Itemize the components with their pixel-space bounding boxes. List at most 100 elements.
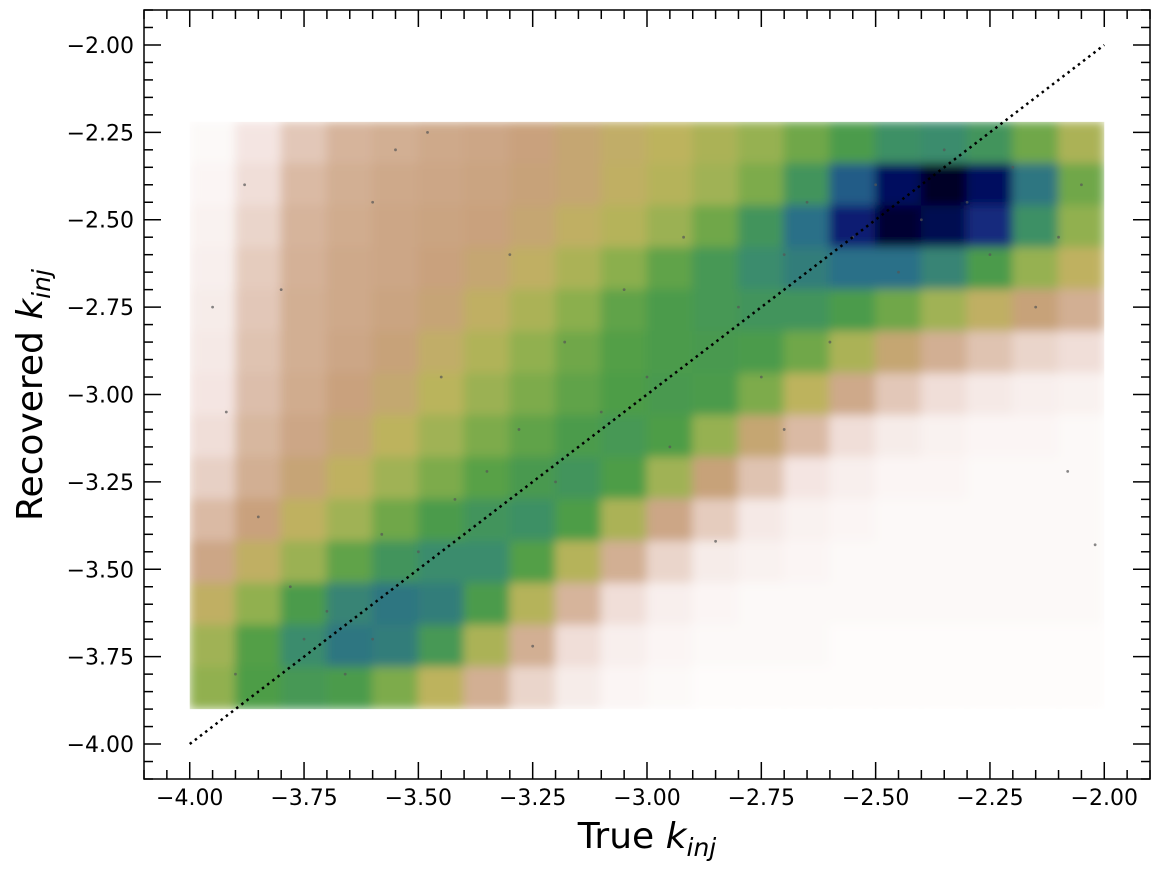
heatmap-cell <box>783 582 831 626</box>
heatmap-cell <box>463 456 511 500</box>
heatmap-cell <box>966 163 1014 207</box>
heatmap-cell <box>1058 624 1105 668</box>
heatmap-cell <box>463 666 511 710</box>
scatter-point <box>394 148 397 152</box>
heatmap-cell <box>280 373 328 416</box>
heatmap-cell <box>555 414 602 458</box>
heatmap-cell <box>1012 540 1060 584</box>
heatmap-cell <box>234 121 282 165</box>
heatmap-cell <box>326 666 374 710</box>
heatmap-cell <box>189 121 236 165</box>
scatter-point <box>563 340 567 344</box>
heatmap-cell <box>372 205 419 249</box>
heatmap-cell <box>600 456 648 500</box>
y-label-symbol: k <box>10 297 51 320</box>
heatmap-cell <box>600 624 648 668</box>
x-tick-label: −2.75 <box>728 786 795 811</box>
heatmap-cell <box>920 456 968 500</box>
heatmap-cell <box>737 666 785 710</box>
heatmap-cell <box>966 373 1014 416</box>
heatmap-cell <box>189 582 236 626</box>
heatmap-cell <box>920 540 968 584</box>
scatter-point <box>325 609 329 613</box>
scatter-point <box>371 200 375 204</box>
heatmap-cell <box>875 582 922 626</box>
heatmap-cell <box>829 414 877 458</box>
heatmap-cell <box>1012 331 1060 375</box>
heatmap-cell <box>829 205 877 249</box>
heatmap-cell <box>920 373 968 416</box>
heatmap-cell <box>463 624 511 668</box>
scatter-point <box>1093 543 1097 547</box>
heatmap-cell <box>829 666 877 710</box>
heatmap-cell <box>600 373 648 416</box>
heatmap-cell <box>600 331 648 375</box>
heatmap-cell <box>646 121 694 165</box>
heatmap-cell <box>326 540 374 584</box>
heatmap-cell <box>829 582 877 626</box>
heatmap-cell <box>646 456 694 500</box>
heatmap-cell <box>372 624 419 668</box>
heatmap-cell <box>737 373 785 416</box>
heatmap-cell <box>920 498 968 542</box>
heatmap-cell <box>875 205 922 249</box>
heatmap-cell <box>417 247 465 291</box>
heatmap-cell <box>829 456 877 500</box>
heatmap-cell <box>1012 414 1060 458</box>
heatmap-cell <box>234 205 282 249</box>
heatmap-cell <box>600 540 648 584</box>
scatter-point <box>1034 305 1038 309</box>
heatmap-cell <box>966 666 1014 710</box>
heatmap-cell <box>1012 289 1060 333</box>
heatmap-cell <box>1058 666 1105 710</box>
heatmap-cell <box>783 163 831 207</box>
scatter-point <box>485 470 489 473</box>
y-tick-label: −2.00 <box>67 34 134 59</box>
heatmap-cell <box>509 414 557 458</box>
heatmap-cell <box>417 373 465 416</box>
scatter-point <box>782 253 786 257</box>
heatmap-cell <box>966 456 1014 500</box>
heatmap-cell <box>875 289 922 333</box>
heatmap-cell <box>555 498 602 542</box>
heatmap-cell <box>646 624 694 668</box>
heatmap-cell <box>829 247 877 291</box>
heatmap-cell <box>463 121 511 165</box>
heatmap-cell <box>234 666 282 710</box>
heatmap-cell <box>189 498 236 542</box>
heatmap-cell <box>189 456 236 500</box>
heatmap-cell <box>280 247 328 291</box>
scatter-point <box>517 428 521 431</box>
heatmap-cell <box>966 540 1014 584</box>
heatmap-cell <box>234 163 282 207</box>
scatter-point <box>234 672 237 676</box>
heatmap-cell <box>875 414 922 458</box>
heatmap-cell <box>509 121 557 165</box>
heatmap-cell <box>1012 624 1060 668</box>
heatmap-cell <box>1058 582 1105 626</box>
x-tick-label: −2.50 <box>842 786 909 811</box>
scatter-point <box>805 200 809 204</box>
scatter-point <box>622 288 626 292</box>
heatmap-cell <box>875 498 922 542</box>
heatmap-cell <box>372 540 419 584</box>
scatter-point <box>416 550 420 554</box>
heatmap-cell <box>829 498 877 542</box>
x-tick-label: −3.50 <box>385 786 452 811</box>
heatmap-cell <box>829 289 877 333</box>
heatmap-cell <box>1058 540 1105 584</box>
heatmap-cell <box>326 456 374 500</box>
heatmap-cell <box>920 205 968 249</box>
heatmap-cell <box>326 414 374 458</box>
heatmap-cell <box>417 205 465 249</box>
scatter-point <box>380 532 384 536</box>
heatmap-cell <box>509 582 557 626</box>
heatmap-cell <box>646 373 694 416</box>
heatmap-cell <box>234 289 282 333</box>
heatmap-cell <box>463 414 511 458</box>
heatmap-cell <box>737 121 785 165</box>
heatmap-cell <box>692 121 739 165</box>
x-label-subscript: inj <box>687 833 717 862</box>
heatmap-cell <box>829 331 877 375</box>
x-tick-label: −2.25 <box>956 786 1023 811</box>
